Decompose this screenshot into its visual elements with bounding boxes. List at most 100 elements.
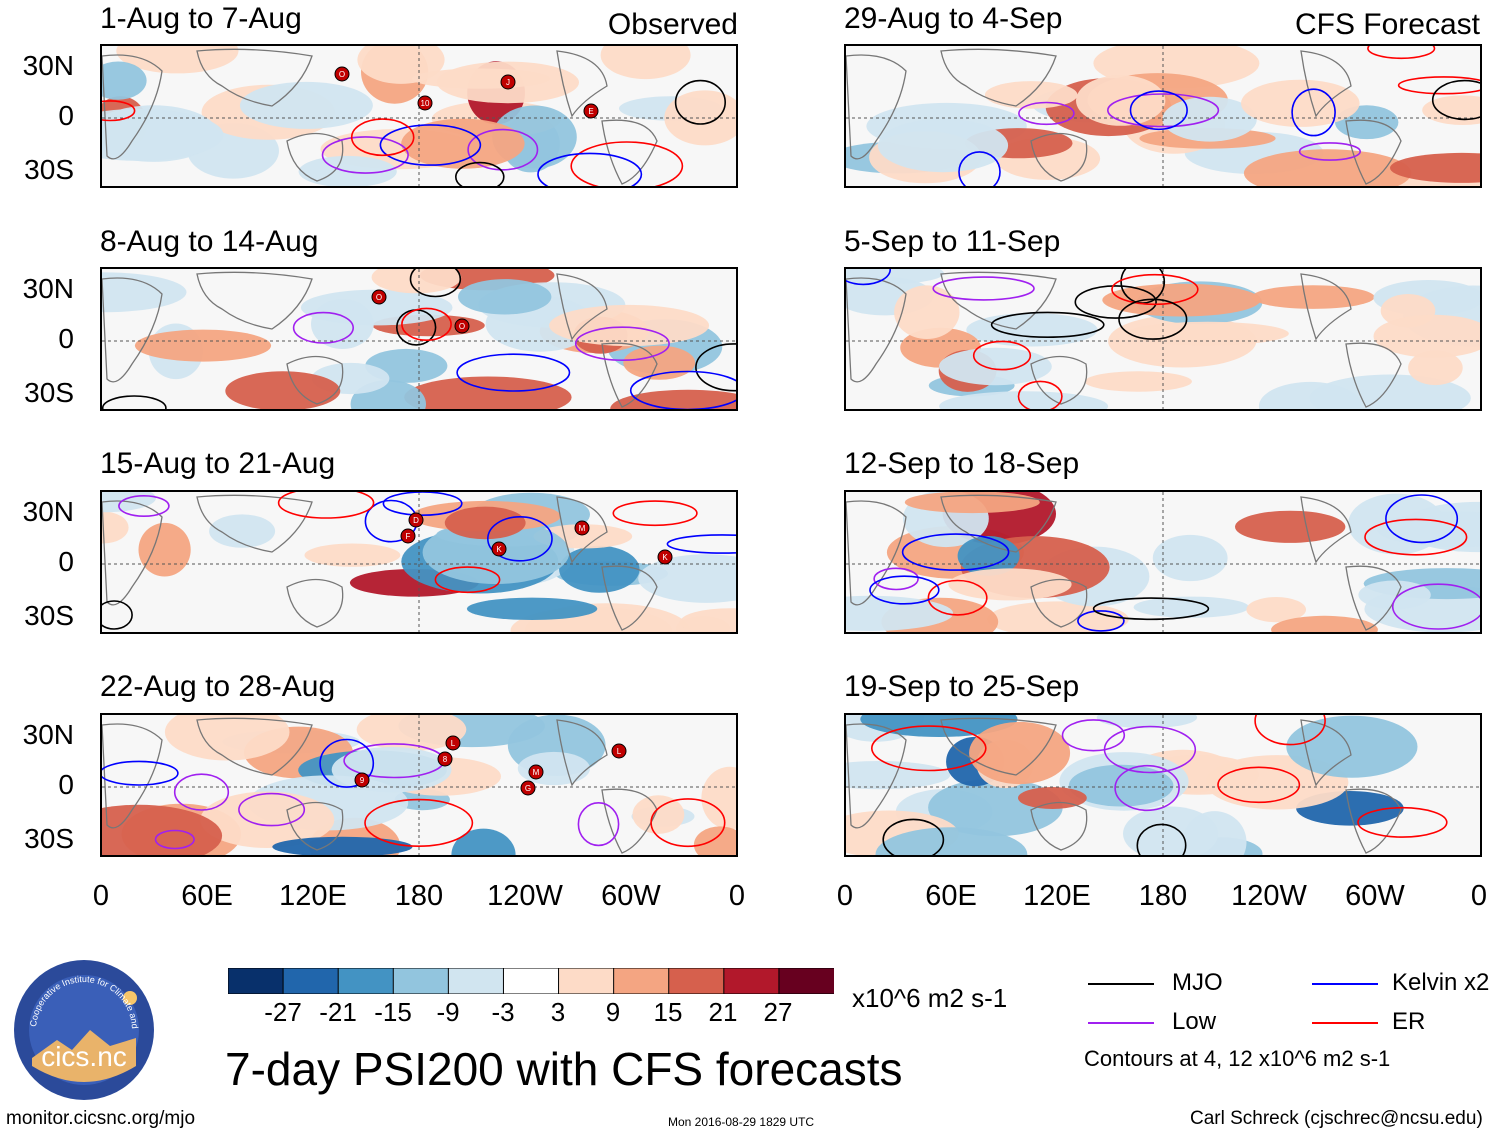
coastline: [940, 717, 1057, 776]
contour-line: [958, 151, 1001, 186]
storm-label: F: [406, 532, 411, 541]
anomaly-area: [401, 118, 525, 169]
storm-label: E: [588, 107, 593, 116]
coastline: [1345, 342, 1402, 408]
panel-title: 15-Aug to 21-Aug: [100, 447, 336, 480]
coastline: [846, 723, 907, 829]
storm-marker: K: [491, 541, 507, 557]
anomaly-area: [102, 804, 223, 855]
coastline: [286, 355, 344, 405]
legend-er-line: [1312, 1022, 1378, 1024]
map-panel: [844, 267, 1482, 411]
contour-line: [1092, 597, 1210, 621]
contour-line: [379, 124, 482, 166]
lon-label: 0: [836, 880, 854, 912]
colorbar-tick: 9: [605, 997, 621, 1027]
colorbar-tick: 15: [653, 997, 683, 1027]
storm-marker: J: [500, 74, 516, 90]
storm-marker: O: [371, 289, 387, 305]
anomaly-area: [559, 545, 640, 593]
contour-line: [666, 534, 736, 554]
anomaly-area: [272, 836, 413, 855]
contour-line: [118, 495, 170, 517]
storm-marker: M: [574, 520, 590, 536]
lon-label: 180: [1138, 880, 1188, 912]
storm-marker: 10: [417, 95, 433, 111]
coastline: [286, 801, 344, 851]
contour-line: [486, 515, 553, 562]
contour-line: [574, 326, 670, 361]
colorbar-bin: [668, 967, 725, 995]
anomaly-area: [1126, 321, 1289, 346]
coastline: [556, 50, 608, 118]
lon-label: 180: [394, 880, 444, 912]
anomaly-area: [1102, 283, 1261, 317]
map-panel: [844, 713, 1482, 857]
anomaly-area: [939, 391, 1109, 409]
storm-marker: O: [334, 66, 350, 82]
contour-line: [1357, 806, 1448, 838]
anomaly-area: [1408, 350, 1463, 386]
anomaly-area: [701, 766, 736, 830]
coastline: [196, 48, 313, 107]
anomaly-area: [679, 608, 736, 632]
contour-line: [238, 792, 306, 827]
colorbar-bin: [613, 967, 670, 995]
lat-label: 30N: [22, 496, 74, 527]
anomaly-area: [444, 506, 526, 540]
lon-label: 120E: [279, 880, 347, 912]
anomaly-area: [134, 329, 272, 362]
panel-title: 1-Aug to 7-Aug: [100, 2, 302, 35]
contour-line: [1431, 79, 1480, 121]
anomaly-area: [164, 715, 290, 761]
contour-line: [990, 311, 1105, 339]
storm-label: 8: [443, 755, 448, 764]
contour-line: [927, 579, 988, 616]
storm-marker: F: [400, 528, 416, 544]
contour-line: [364, 798, 474, 848]
footer-url[interactable]: monitor.cicsnc.org/mjo: [6, 1108, 196, 1129]
lat-label: 30N: [22, 273, 74, 304]
coastline: [601, 788, 658, 854]
anomaly-area: [939, 347, 1052, 386]
anomaly-area: [1068, 764, 1174, 807]
storm-marker: O: [454, 318, 470, 334]
observed-header: Observed: [607, 8, 738, 41]
contour-line: [1367, 46, 1436, 60]
anomaly-area: [1286, 715, 1418, 778]
anomaly-area: [517, 751, 590, 786]
colorbar-tick: -3: [491, 997, 515, 1027]
contour-line: [1118, 298, 1188, 340]
anomaly-area: [1373, 314, 1480, 358]
storm-marker: M: [528, 764, 544, 780]
panel-title: 12-Sep to 18-Sep: [844, 447, 1080, 480]
contour-line: [1217, 766, 1301, 804]
contour-note: Contours at 4, 12 x10^6 m2 s-1: [1084, 1046, 1391, 1071]
coastline: [556, 719, 608, 787]
contour-line: [401, 307, 452, 342]
contour-line: [577, 802, 620, 847]
storm-label: M: [579, 524, 586, 533]
contour-line: [321, 136, 409, 174]
anomaly-area: [138, 522, 191, 577]
storm-label: L: [617, 747, 622, 756]
colorbar: [227, 967, 835, 995]
lat-label: 30N: [22, 50, 74, 81]
contour-line: [650, 798, 726, 848]
anomaly-area: [451, 828, 516, 855]
coastline: [196, 494, 313, 553]
contour-line: [173, 773, 230, 811]
contour-line: [1291, 88, 1336, 137]
anomaly-area: [846, 269, 944, 285]
anomaly-area: [1152, 534, 1228, 582]
contour-line: [537, 152, 643, 186]
coastline: [102, 500, 163, 606]
anomaly-area: [610, 389, 736, 409]
storm-label: O: [339, 70, 345, 79]
lat-label: 30S: [24, 823, 74, 854]
storm-marker: G: [520, 780, 536, 796]
lat-label: 30S: [24, 377, 74, 408]
coastline: [1345, 119, 1402, 185]
colorbar-bin: [337, 967, 395, 995]
